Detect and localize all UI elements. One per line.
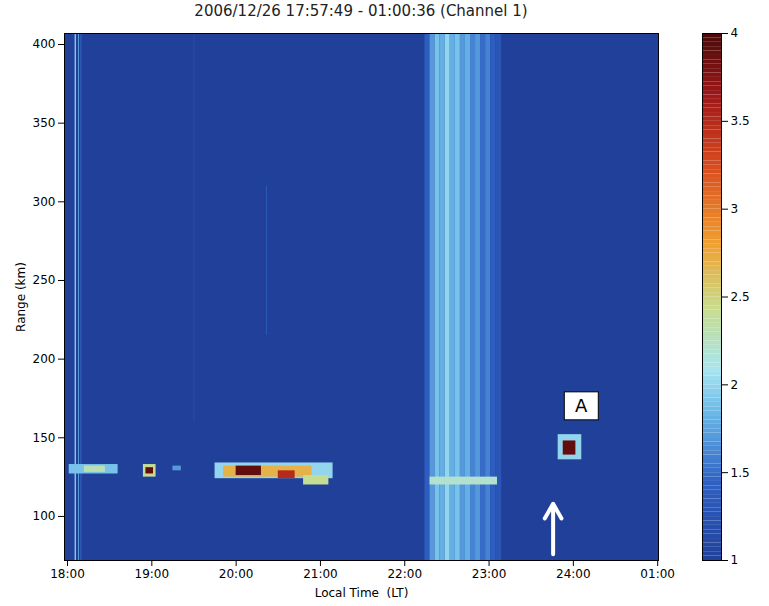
svg-text:Range (km): Range (km) [14, 262, 28, 332]
svg-text:21:00: 21:00 [303, 567, 338, 581]
svg-text:19:00: 19:00 [135, 567, 170, 581]
svg-text:4: 4 [731, 26, 739, 40]
svg-text:3.5: 3.5 [731, 114, 750, 128]
svg-text:23:00: 23:00 [472, 567, 507, 581]
svg-text:24:00: 24:00 [556, 567, 591, 581]
svg-text:Local Time (LT): Local Time (LT) [315, 586, 409, 600]
svg-text:20:00: 20:00 [219, 567, 254, 581]
svg-text:400: 400 [33, 37, 56, 51]
svg-text:3: 3 [731, 202, 739, 216]
svg-text:100: 100 [33, 509, 56, 523]
svg-text:01:00: 01:00 [640, 567, 675, 581]
svg-text:A: A [575, 395, 588, 416]
svg-text:18:00: 18:00 [50, 567, 85, 581]
html-text:2006/12/26 17:57:49 - 01:00:36: 2006/12/26 17:57:49 - 01:00:36 (Channel … [194, 2, 528, 20]
svg-text:200: 200 [33, 352, 56, 366]
svg-text:150: 150 [33, 431, 56, 445]
svg-text:2.5: 2.5 [731, 290, 750, 304]
svg-text:250: 250 [33, 273, 56, 287]
svg-text:22:00: 22:00 [387, 567, 422, 581]
svg-text:350: 350 [33, 116, 56, 130]
svg-text:1: 1 [731, 553, 739, 567]
svg-text:1.5: 1.5 [731, 466, 750, 480]
svg-text:300: 300 [33, 195, 56, 209]
svg-text:2: 2 [731, 378, 739, 392]
